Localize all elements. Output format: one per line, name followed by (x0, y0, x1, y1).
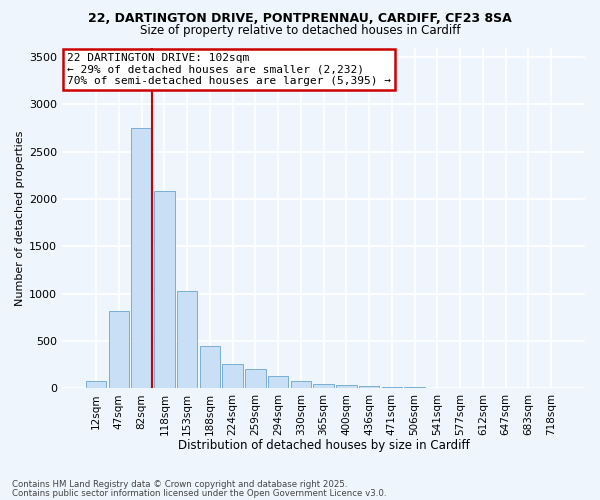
Bar (336, 385, 356, 388)
Text: Contains HM Land Registry data © Crown copyright and database right 2025.: Contains HM Land Registry data © Crown c… (12, 480, 347, 489)
Bar (177, 291, 197, 388)
Text: Contains public sector information licensed under the Open Government Licence v3: Contains public sector information licen… (12, 488, 386, 498)
Text: 22 DARTINGTON DRIVE: 102sqm
← 29% of detached houses are smaller (2,232)
70% of : 22 DARTINGTON DRIVE: 102sqm ← 29% of det… (67, 52, 391, 86)
Bar (290, 381, 311, 388)
Bar (359, 386, 379, 388)
Text: Size of property relative to detached houses in Cardiff: Size of property relative to detached ho… (140, 24, 460, 37)
X-axis label: Distribution of detached houses by size in Cardiff: Distribution of detached houses by size … (178, 440, 469, 452)
Bar (200, 346, 220, 389)
Bar (154, 192, 175, 388)
Bar (245, 370, 266, 388)
Y-axis label: Number of detached properties: Number of detached properties (15, 130, 25, 306)
Bar (109, 310, 129, 388)
Bar (268, 376, 289, 388)
Bar (86, 381, 106, 388)
Bar (223, 364, 243, 388)
Bar (313, 384, 334, 388)
Bar (131, 128, 152, 388)
Text: 22, DARTINGTON DRIVE, PONTPRENNAU, CARDIFF, CF23 8SA: 22, DARTINGTON DRIVE, PONTPRENNAU, CARDI… (88, 12, 512, 26)
Bar (382, 387, 402, 388)
